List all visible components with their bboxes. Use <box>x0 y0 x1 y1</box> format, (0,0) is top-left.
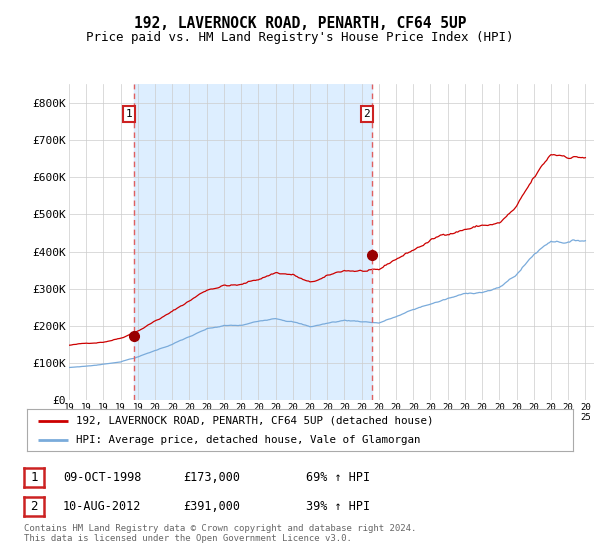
Text: HPI: Average price, detached house, Vale of Glamorgan: HPI: Average price, detached house, Vale… <box>76 435 421 445</box>
Text: 1: 1 <box>30 470 38 484</box>
Text: 2: 2 <box>30 500 38 514</box>
Text: 2: 2 <box>364 109 370 119</box>
Text: 192, LAVERNOCK ROAD, PENARTH, CF64 5UP: 192, LAVERNOCK ROAD, PENARTH, CF64 5UP <box>134 16 466 31</box>
Text: 69% ↑ HPI: 69% ↑ HPI <box>306 470 370 484</box>
Text: 09-OCT-1998: 09-OCT-1998 <box>63 470 142 484</box>
Text: Price paid vs. HM Land Registry's House Price Index (HPI): Price paid vs. HM Land Registry's House … <box>86 31 514 44</box>
Text: 10-AUG-2012: 10-AUG-2012 <box>63 500 142 514</box>
Text: 39% ↑ HPI: 39% ↑ HPI <box>306 500 370 514</box>
Text: 1: 1 <box>125 109 132 119</box>
Text: £391,000: £391,000 <box>183 500 240 514</box>
Text: £173,000: £173,000 <box>183 470 240 484</box>
Bar <box>134 84 372 400</box>
Text: 192, LAVERNOCK ROAD, PENARTH, CF64 5UP (detached house): 192, LAVERNOCK ROAD, PENARTH, CF64 5UP (… <box>76 416 434 426</box>
Text: Contains HM Land Registry data © Crown copyright and database right 2024.
This d: Contains HM Land Registry data © Crown c… <box>24 524 416 543</box>
